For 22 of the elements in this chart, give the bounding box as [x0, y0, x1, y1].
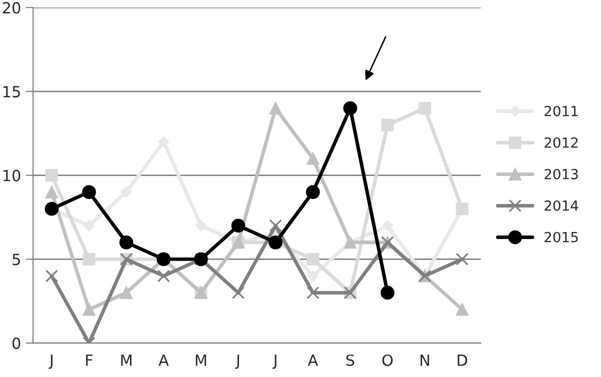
x-tick-label: O — [382, 354, 393, 366]
y-tick-label: 15 — [3, 86, 20, 98]
x-tick-label: J — [48, 354, 52, 369]
legend-label: 2012 — [544, 137, 578, 148]
x-tick-label: S — [346, 354, 354, 366]
y-tick-label: 0 — [12, 338, 20, 350]
x-tick-label: J — [235, 354, 240, 369]
x-tick-label: F — [86, 354, 93, 366]
y-tick-label: 10 — [3, 170, 20, 182]
legend-label: 2015 — [544, 232, 578, 242]
x-tick-label: J — [272, 354, 276, 369]
x-tick-label: A — [308, 354, 318, 366]
x-tick-label: M — [121, 354, 132, 366]
x-tick-label: N — [420, 354, 430, 366]
legend-label: 2014 — [544, 200, 578, 211]
x-tick-label: D — [458, 354, 468, 366]
legend-label: 2013 — [544, 168, 578, 180]
legend-label: 2011 — [544, 106, 578, 116]
y-tick-label: 5 — [12, 254, 20, 266]
y-tick-label: 20 — [2, 2, 20, 14]
x-tick-label: M — [196, 354, 206, 366]
x-tick-label: A — [158, 354, 169, 366]
